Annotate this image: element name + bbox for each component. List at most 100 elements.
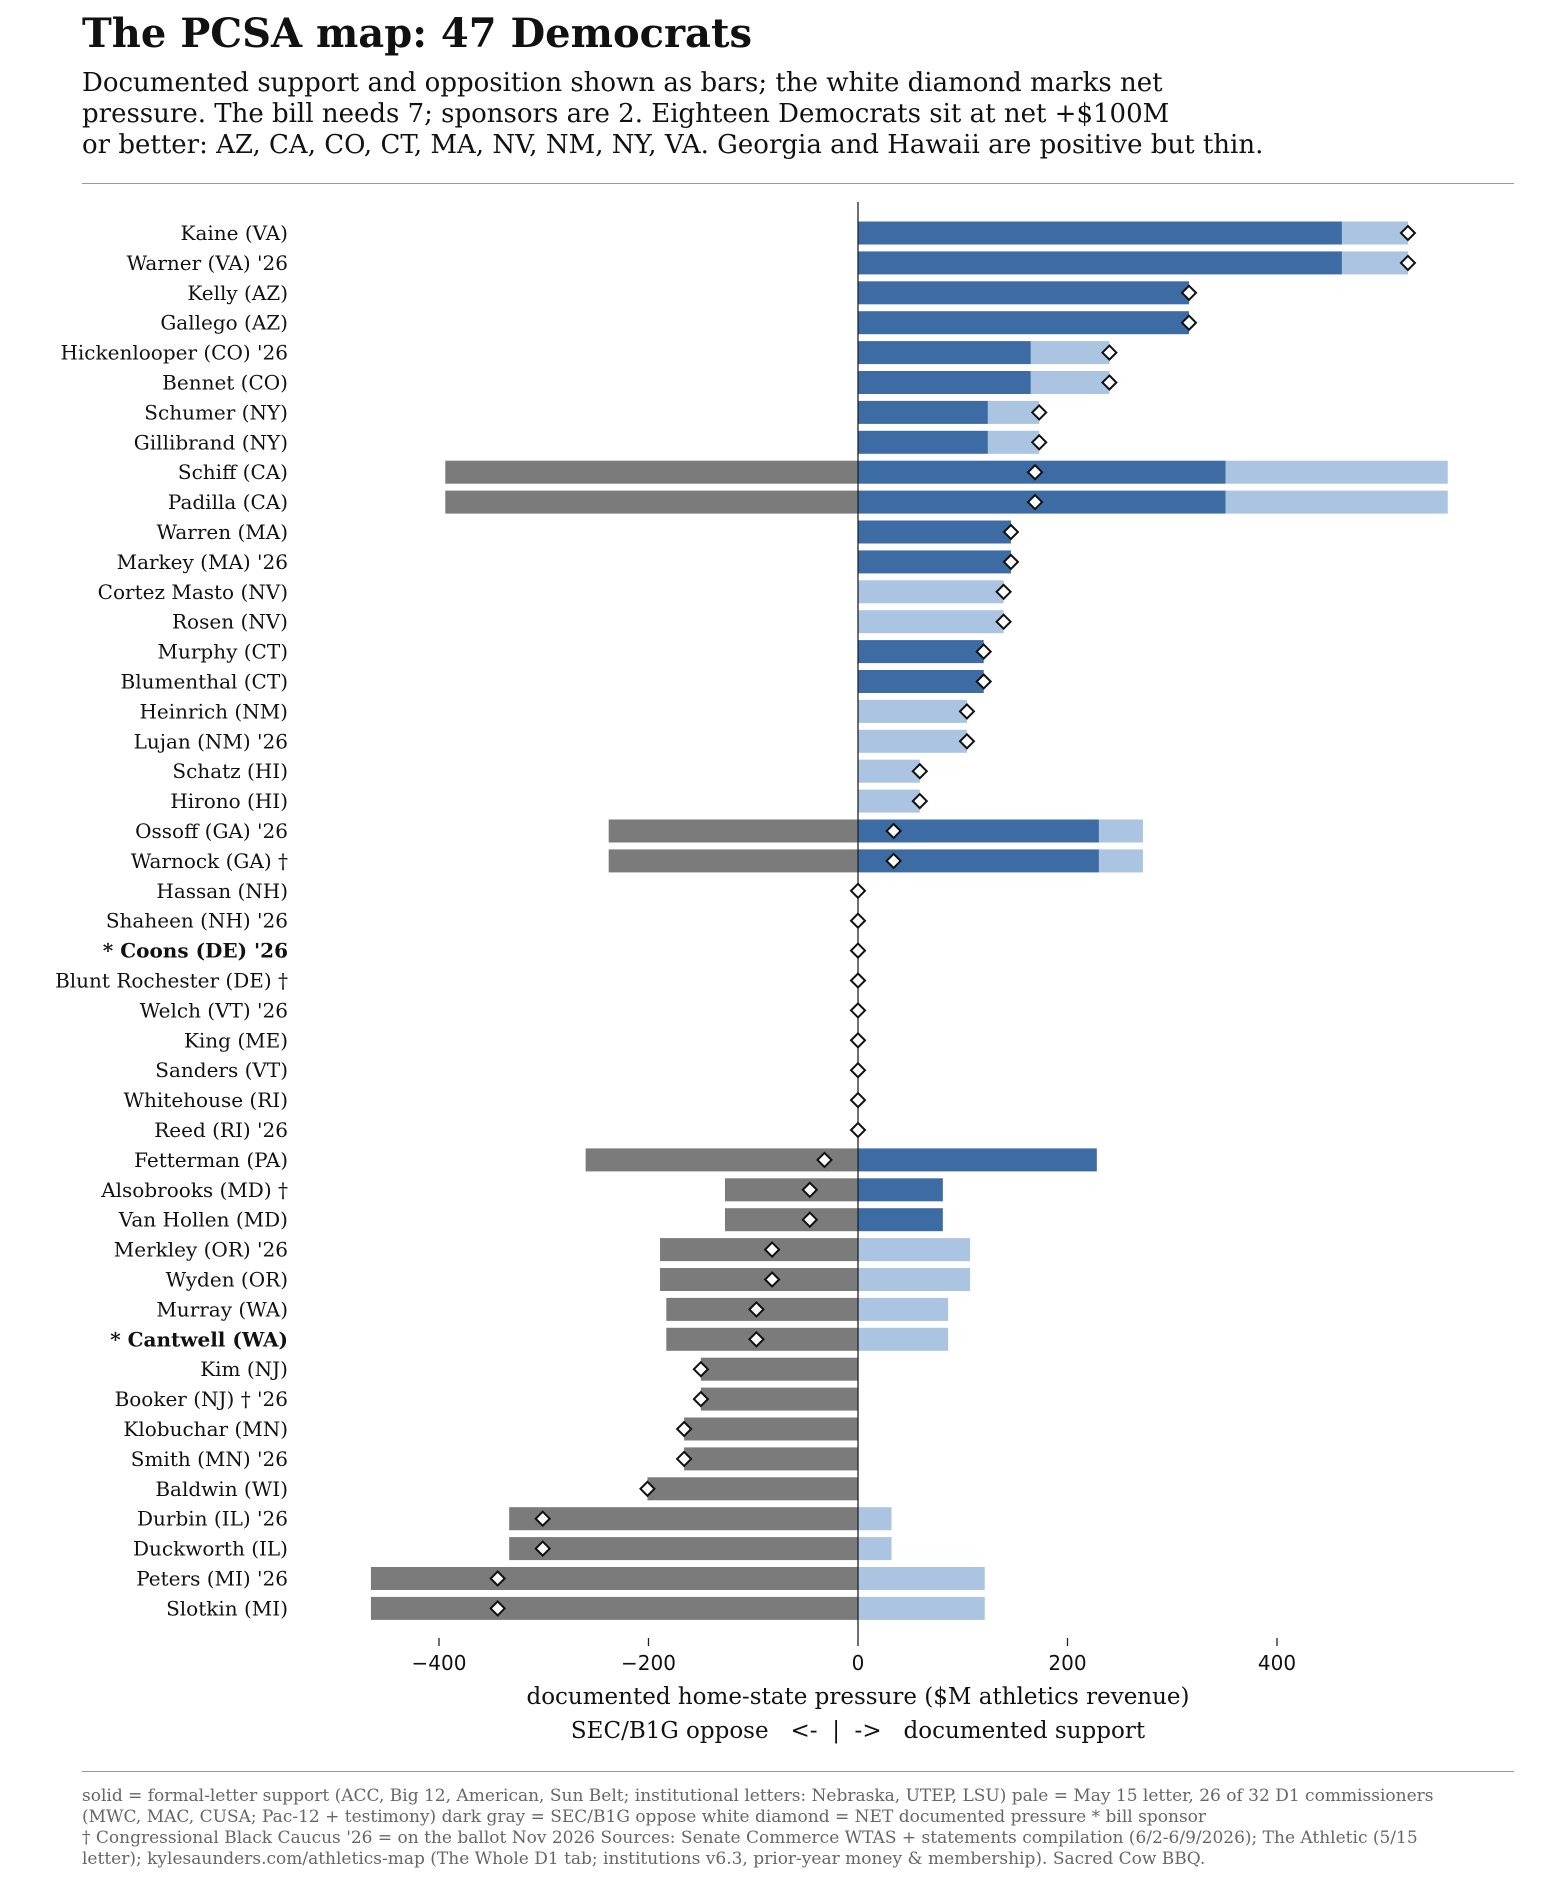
net-pressure-marker (849, 942, 867, 960)
senator-label: Heinrich (NM) (139, 699, 288, 723)
senator-label: Cortez Masto (NV) (98, 580, 288, 604)
net-pressure-marker (763, 1241, 781, 1259)
bottom-divider (82, 1771, 1514, 1772)
senator-label: Slotkin (MI) (166, 1596, 288, 1620)
oppose-bar (445, 490, 858, 514)
pale-support-bar (858, 1567, 985, 1590)
net-pressure-marker (885, 852, 903, 870)
x-axis-direction-label: SEC/B1G oppose <- | -> documented suppor… (571, 1718, 1146, 1744)
senator-label: Lujan (NM) '26 (134, 729, 288, 753)
pale-support-bar (987, 400, 1040, 424)
net-pressure-marker (975, 643, 993, 661)
pale-support-bar (858, 1327, 949, 1351)
pale-support-bar (987, 430, 1040, 454)
senator-label: Murphy (CT) (157, 640, 288, 664)
senator-label: Bennet (CO) (162, 371, 288, 395)
senator-label: Fetterman (PA) (134, 1148, 288, 1172)
net-pressure-marker (995, 583, 1013, 601)
net-pressure-marker (885, 822, 903, 840)
senator-label: Murray (WA) (156, 1297, 288, 1321)
footnote: solid = formal-letter support (ACC, Big … (82, 1786, 1552, 1870)
senator-label: Booker (NJ) † '26 (115, 1387, 288, 1411)
senator-label: Durbin (IL) '26 (137, 1507, 288, 1531)
senator-label: Klobuchar (MN) (123, 1417, 288, 1441)
senator-label: Hirono (HI) (170, 789, 288, 813)
net-pressure-marker (816, 1151, 833, 1169)
pale-support-bar (1341, 251, 1408, 275)
net-pressure-marker (1030, 403, 1048, 421)
net-pressure-marker (1399, 224, 1417, 242)
senator-label: * Coons (DE) '26 (103, 939, 288, 963)
footnote-line: † Congressional Black Caucus '26 = on th… (82, 1828, 1418, 1848)
solid-support-bar (858, 670, 984, 693)
net-pressure-marker (1180, 284, 1198, 302)
net-pressure-marker (911, 762, 929, 780)
senator-label: Merkley (OR) '26 (114, 1238, 288, 1262)
oppose-bar (700, 1387, 858, 1411)
net-pressure-marker (849, 972, 867, 989)
x-tick-label: −400 (412, 1651, 467, 1675)
pale-support-bar (1030, 341, 1110, 365)
pale-support-bar (858, 699, 967, 723)
net-pressure-marker (1100, 374, 1118, 391)
pale-support-bar (858, 1297, 949, 1321)
oppose-bar (445, 460, 858, 484)
solid-support-bar (858, 341, 1031, 365)
senator-label: Hickenlooper (CO) '26 (60, 341, 288, 365)
net-pressure-marker (1002, 553, 1020, 571)
senator-label: Gillibrand (NY) (134, 430, 288, 454)
oppose-bar (724, 1178, 858, 1202)
senator-label: Schumer (NY) (144, 400, 288, 424)
oppose-bar (700, 1357, 858, 1381)
solid-support-bar (858, 251, 1342, 275)
net-pressure-marker (692, 1360, 710, 1378)
net-pressure-marker (911, 792, 929, 810)
net-pressure-marker (692, 1390, 710, 1408)
oppose-bar (660, 1238, 858, 1262)
senator-label: King (ME) (184, 1028, 288, 1052)
net-pressure-marker (1180, 314, 1198, 332)
subtitle-line: pressure. The bill needs 7; sponsors are… (82, 99, 1170, 129)
pale-support-bar (858, 580, 1004, 604)
senator-label: Blunt Rochester (DE) † (55, 969, 288, 993)
oppose-bar (370, 1596, 858, 1620)
net-pressure-marker (747, 1300, 765, 1318)
net-markers-layer (489, 224, 1417, 1617)
x-tick-label: 200 (1048, 1651, 1086, 1675)
pale-support-bar (1341, 221, 1408, 245)
pale-support-bar (858, 1238, 971, 1262)
pale-support-bar (858, 1507, 892, 1531)
net-pressure-marker (1399, 254, 1417, 272)
net-pressure-marker (849, 1121, 867, 1139)
net-pressure-marker (489, 1599, 507, 1617)
senator-label: Van Hollen (MD) (118, 1208, 288, 1232)
senator-label: Kim (NJ) (200, 1357, 288, 1381)
oppose-bar (608, 849, 858, 873)
oppose-bar (684, 1447, 858, 1471)
x-tick-label: 0 (852, 1651, 865, 1675)
pale-support-bar (858, 1537, 892, 1561)
senator-label: Baldwin (WI) (155, 1477, 288, 1501)
net-pressure-marker (763, 1271, 781, 1288)
oppose-bar (724, 1208, 858, 1232)
net-pressure-marker (849, 1091, 867, 1109)
net-pressure-marker (849, 882, 867, 900)
net-pressure-marker (849, 912, 867, 930)
senator-label: Wyden (OR) (166, 1268, 288, 1292)
x-tick-label: 400 (1258, 1651, 1296, 1675)
pale-support-bar (1098, 819, 1143, 843)
oppose-bar (660, 1268, 858, 1291)
net-pressure-marker (995, 613, 1013, 631)
senator-label: Padilla (CA) (168, 490, 288, 514)
pale-support-bar (1098, 849, 1143, 873)
senator-label: Rosen (NV) (172, 610, 288, 634)
pale-support-bar (858, 789, 920, 813)
senator-label: Schiff (CA) (178, 460, 288, 484)
net-pressure-marker (1026, 463, 1044, 481)
footnote-line: (MWC, MAC, CUSA; Pac-12 + testimony) dar… (82, 1807, 1207, 1827)
oppose-bar (647, 1477, 858, 1501)
pale-support-bar (1225, 490, 1448, 514)
senator-label: Schatz (HI) (172, 759, 288, 783)
net-pressure-marker (958, 702, 976, 720)
net-pressure-marker (1026, 493, 1044, 511)
